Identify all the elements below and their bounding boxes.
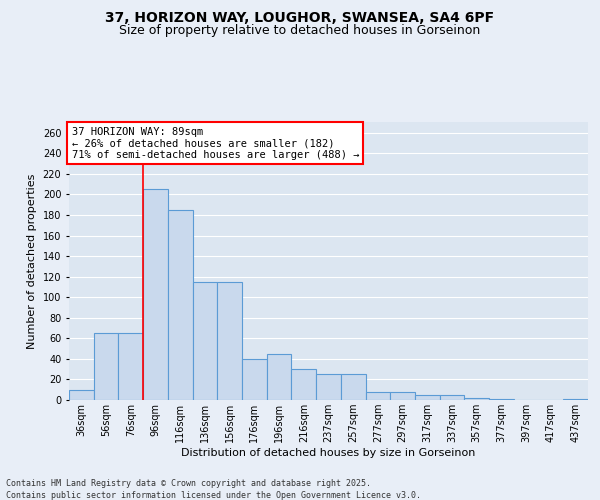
- X-axis label: Distribution of detached houses by size in Gorseinon: Distribution of detached houses by size …: [181, 448, 476, 458]
- Bar: [316, 374, 341, 400]
- Bar: [69, 390, 94, 400]
- Bar: [94, 333, 118, 400]
- Bar: [390, 392, 415, 400]
- Text: Contains public sector information licensed under the Open Government Licence v3: Contains public sector information licen…: [6, 491, 421, 500]
- Y-axis label: Number of detached properties: Number of detached properties: [27, 174, 37, 349]
- Bar: [415, 395, 440, 400]
- Bar: [563, 399, 588, 400]
- Text: 37, HORIZON WAY, LOUGHOR, SWANSEA, SA4 6PF: 37, HORIZON WAY, LOUGHOR, SWANSEA, SA4 6…: [106, 11, 494, 25]
- Bar: [489, 399, 514, 400]
- Bar: [168, 210, 193, 400]
- Bar: [267, 354, 292, 400]
- Bar: [143, 190, 168, 400]
- Bar: [440, 395, 464, 400]
- Bar: [365, 392, 390, 400]
- Bar: [118, 333, 143, 400]
- Bar: [464, 398, 489, 400]
- Text: Contains HM Land Registry data © Crown copyright and database right 2025.: Contains HM Land Registry data © Crown c…: [6, 479, 371, 488]
- Bar: [242, 359, 267, 400]
- Text: Size of property relative to detached houses in Gorseinon: Size of property relative to detached ho…: [119, 24, 481, 37]
- Bar: [341, 374, 365, 400]
- Bar: [193, 282, 217, 400]
- Bar: [217, 282, 242, 400]
- Bar: [292, 369, 316, 400]
- Text: 37 HORIZON WAY: 89sqm
← 26% of detached houses are smaller (182)
71% of semi-det: 37 HORIZON WAY: 89sqm ← 26% of detached …: [71, 126, 359, 160]
